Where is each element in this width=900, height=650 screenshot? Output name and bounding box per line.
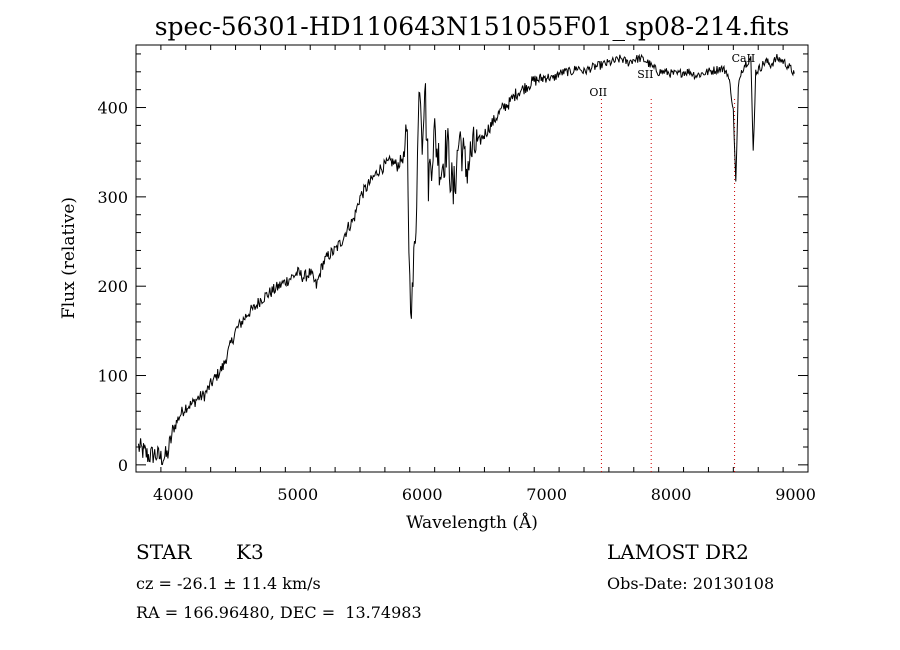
- sky-coordinates: RA = 166.96480, DEC = 13.74983: [136, 603, 422, 622]
- y-tick-label: 200: [97, 277, 128, 296]
- marker-label-caii: CaII: [732, 52, 756, 65]
- x-axis-label: Wavelength (Å): [406, 512, 538, 533]
- y-tick-label: 100: [97, 367, 128, 386]
- y-axis-label: Flux (relative): [59, 197, 79, 319]
- y-tick-label: 0: [118, 456, 128, 475]
- spectral-line-markers: OII SII CaII: [589, 52, 755, 472]
- plot-frame: [135, 44, 809, 473]
- x-tick-label: 8000: [651, 485, 692, 504]
- x-tick-label: 5000: [277, 485, 318, 504]
- x-tick-label: 6000: [402, 485, 443, 504]
- survey-name: LAMOST DR2: [607, 540, 749, 564]
- redshift-velocity: cz = -26.1 ± 11.4 km/s: [136, 574, 321, 593]
- x-tick-label: 7000: [526, 485, 567, 504]
- y-tick-label: 300: [97, 188, 128, 207]
- y-tick-label: 400: [97, 99, 128, 118]
- x-tick-label: 9000: [775, 485, 816, 504]
- x-tick-label: 4000: [153, 485, 194, 504]
- spectrum-line: [138, 53, 795, 466]
- chart-title: spec-56301-HD110643N151055F01_sp08-214.f…: [155, 12, 790, 41]
- marker-label-sii: SII: [637, 68, 653, 81]
- object-subclass: K3: [236, 540, 264, 564]
- axis-ticks: 4000 5000 6000 7000 8000 9000 0 100 200 300 400: [97, 45, 816, 504]
- object-class: STAR: [136, 540, 192, 564]
- observation-date: Obs-Date: 20130108: [607, 574, 775, 593]
- marker-label-oii: OII: [589, 86, 607, 99]
